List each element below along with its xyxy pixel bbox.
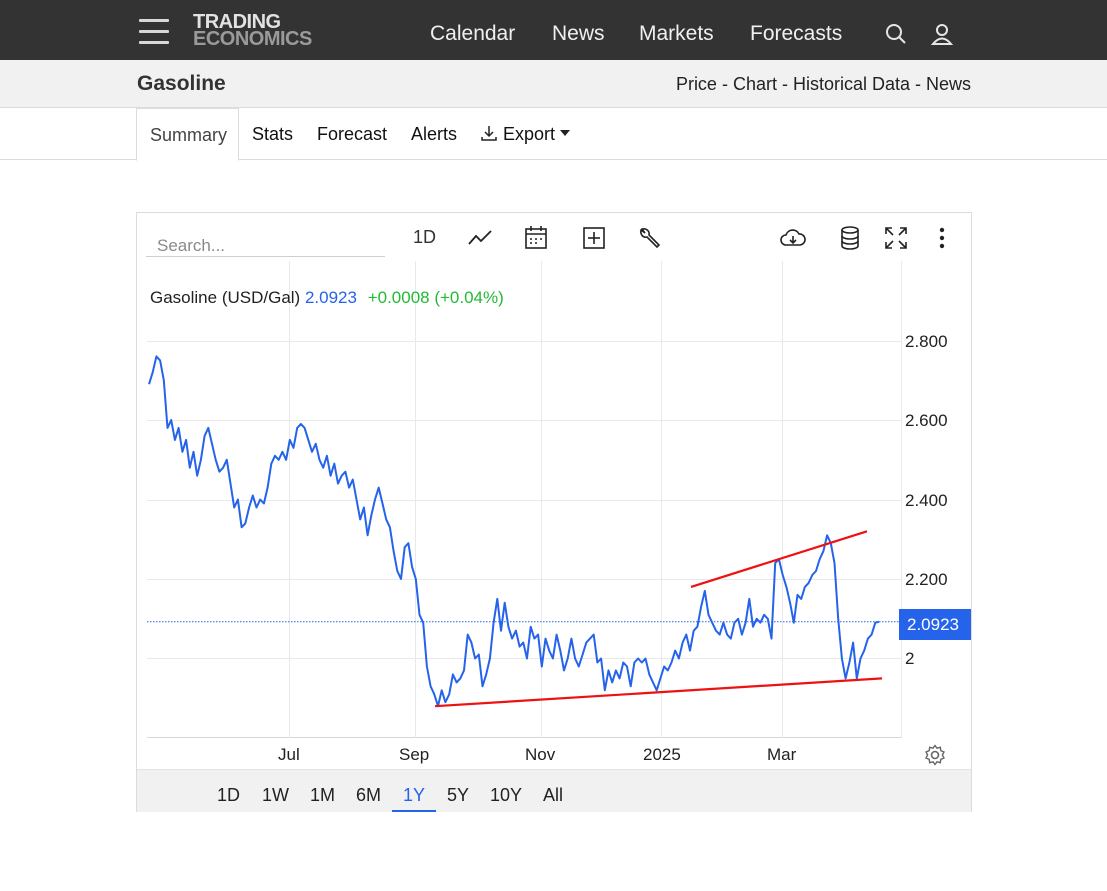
wrench-icon[interactable] xyxy=(637,225,663,251)
gridline xyxy=(147,500,902,501)
gridline xyxy=(782,261,783,738)
compare-add-icon[interactable] xyxy=(581,225,607,251)
more-vertical-icon[interactable] xyxy=(929,225,955,251)
symbol-search xyxy=(146,229,385,257)
x-tick-label: Mar xyxy=(767,745,797,764)
x-tick-label: Jul xyxy=(278,745,300,764)
nav-calendar[interactable]: Calendar xyxy=(430,22,516,45)
legend-price: 2.0923 xyxy=(304,288,357,307)
gridline xyxy=(147,579,902,580)
database-icon[interactable] xyxy=(837,225,863,251)
logo-line1: TRADING xyxy=(193,11,281,33)
calendar-icon[interactable] xyxy=(523,225,549,251)
range-10y[interactable]: 10Y xyxy=(490,785,523,805)
page-title: Gasoline xyxy=(137,72,226,95)
menu-icon[interactable] xyxy=(139,19,169,45)
site-logo[interactable]: TRADING ECONOMICS xyxy=(193,11,312,50)
gridline xyxy=(147,341,902,342)
range-5y[interactable]: 5Y xyxy=(447,785,470,805)
fullscreen-icon[interactable] xyxy=(883,225,909,251)
y-tick-label: 2.400 xyxy=(905,491,948,510)
nav-news[interactable]: News xyxy=(552,22,605,45)
cloud-download-icon[interactable] xyxy=(779,225,807,251)
range-selector: 1D 1W 1M 6M 1Y 5Y 10Y All xyxy=(137,769,971,812)
range-1d[interactable]: 1D xyxy=(217,785,241,805)
range-1w[interactable]: 1W xyxy=(262,785,289,805)
settings-gear-icon[interactable] xyxy=(924,744,946,766)
gridline xyxy=(661,261,662,738)
export-label: Export xyxy=(503,124,556,144)
user-icon[interactable] xyxy=(930,22,954,46)
gridline xyxy=(289,261,290,738)
line-chart-icon[interactable] xyxy=(467,225,493,251)
range-1y[interactable]: 1Y xyxy=(403,785,426,805)
title-bar: Gasoline Price - Chart - Historical Data… xyxy=(0,60,1107,108)
range-1m[interactable]: 1M xyxy=(310,785,336,805)
chart-card: 1D xyxy=(136,212,972,812)
search-icon[interactable] xyxy=(884,22,908,46)
interval-button[interactable]: 1D xyxy=(413,227,437,247)
y-tick-label: 2.800 xyxy=(905,332,948,351)
y-tick-label: 2.600 xyxy=(905,411,948,430)
tab-summary-label: Summary xyxy=(150,125,228,145)
x-tick-label: 2025 xyxy=(643,745,681,764)
x-axis-line xyxy=(147,737,902,738)
caret-down-icon xyxy=(560,130,571,136)
chart-legend: Gasoline (USD/Gal) 2.0923 +0.0008 (+0.04… xyxy=(150,288,504,308)
export-button[interactable]: Export xyxy=(480,124,571,145)
tab-forecast[interactable]: Forecast xyxy=(317,124,388,144)
title-links[interactable]: Price - Chart - Historical Data - News xyxy=(675,74,971,94)
y-tick-label: 2 xyxy=(905,649,915,668)
range-6m[interactable]: 6M xyxy=(356,785,382,805)
gridline xyxy=(541,261,542,738)
legend-change: +0.0008 (+0.04%) xyxy=(367,288,504,307)
range-all[interactable]: All xyxy=(543,785,564,805)
nav-forecasts[interactable]: Forecasts xyxy=(750,22,843,45)
range-selected-indicator xyxy=(392,810,436,812)
download-icon xyxy=(481,126,497,141)
tab-stats[interactable]: Stats xyxy=(252,124,294,144)
last-price-tag: 2.0923 xyxy=(899,609,971,640)
tab-alerts[interactable]: Alerts xyxy=(411,124,458,144)
plot-area[interactable] xyxy=(147,261,902,738)
price-series-line[interactable] xyxy=(148,355,880,708)
trendline-annotation[interactable] xyxy=(690,530,868,588)
top-navbar: TRADING ECONOMICS Calendar News Markets … xyxy=(0,0,1107,60)
nav-markets[interactable]: Markets xyxy=(639,22,714,45)
tabs-row: Summary Stats Forecast Alerts Export xyxy=(0,108,1107,161)
x-tick-label: Nov xyxy=(525,745,556,764)
search-input[interactable] xyxy=(146,229,385,256)
price-chart[interactable] xyxy=(147,261,902,738)
gridline xyxy=(147,420,902,421)
tab-summary[interactable]: Summary xyxy=(136,108,239,161)
y-tick-label: 2.200 xyxy=(905,570,948,589)
gridline xyxy=(147,658,902,659)
gridline xyxy=(901,261,902,738)
gridline xyxy=(415,261,416,738)
trendline-annotation[interactable] xyxy=(434,677,883,708)
logo-line2: ECONOMICS xyxy=(193,28,312,50)
legend-name: Gasoline (USD/Gal) xyxy=(150,288,301,307)
x-tick-label: Sep xyxy=(399,745,430,764)
